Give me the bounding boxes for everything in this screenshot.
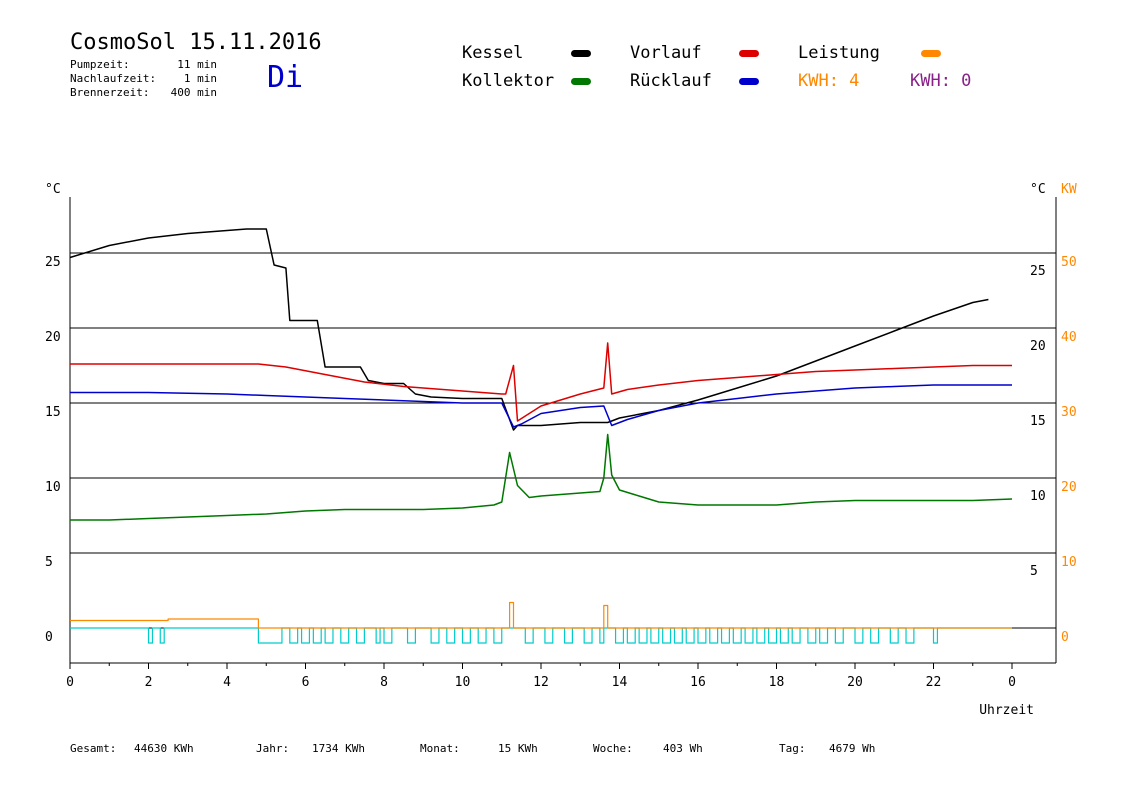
- legend-kessel-swatch: [571, 50, 591, 57]
- y-right-power-tick-label: 10: [1061, 555, 1077, 570]
- legend-leistung-swatch: [921, 50, 941, 57]
- footer-woche-value: 403 Wh: [663, 742, 703, 755]
- x-tick-label: 14: [612, 675, 628, 690]
- param-nachlaufzeit-value: 1 min: [183, 72, 217, 85]
- x-tick-label: 6: [302, 675, 310, 690]
- legend-ruecklauf-swatch: [739, 78, 759, 85]
- param-brennerzeit-value: 400 min: [170, 86, 217, 99]
- legend-kessel-label: Kessel: [462, 43, 524, 63]
- footer-woche-label: Woche:: [593, 742, 633, 755]
- param-nachlaufzeit-label: Nachlaufzeit:: [70, 72, 157, 85]
- y-right-temp-tick-label: 15: [1030, 414, 1046, 429]
- legend-kollektor-swatch: [571, 78, 591, 85]
- series-line-vorlauf: [70, 342, 1012, 422]
- footer-jahr-value: 1734 KWh: [312, 742, 365, 755]
- y-right-temp-tick-label: 20: [1030, 339, 1046, 354]
- series-line-leistung: [70, 601, 1012, 629]
- weekday-label: Di: [267, 60, 304, 95]
- legend-kollektor-label: Kollektor: [462, 71, 555, 91]
- x-tick-label: 20: [847, 675, 863, 690]
- footer-jahr-label: Jahr:: [256, 742, 290, 755]
- series-line-kessel: [69, 228, 989, 431]
- chart-title: CosmoSol 15.11.2016: [70, 30, 322, 55]
- y-right-power-tick-label: 0: [1061, 630, 1069, 645]
- y-right-temp-unit-label: °C: [1030, 182, 1046, 197]
- footer-gesamt-value: 44630 KWh: [134, 742, 194, 755]
- y-right-power-tick-label: 50: [1061, 255, 1077, 270]
- series-line-kollektor: [70, 433, 1013, 521]
- param-pumpzeit-label: Pumpzeit:: [70, 58, 130, 71]
- x-tick-label: 4: [223, 675, 231, 690]
- y-left-tick-label: 5: [45, 555, 53, 570]
- y-right-temp-tick-label: 25: [1030, 264, 1046, 279]
- footer-monat-value: 15 KWh: [498, 742, 538, 755]
- param-pumpzeit-value: 11 min: [177, 58, 217, 71]
- legend-kwh-2: KWH: 0: [910, 71, 972, 91]
- legend-kwh-1: KWH: 4: [798, 71, 860, 91]
- y-right-power-tick-label: 40: [1061, 330, 1077, 345]
- x-tick-label: 16: [690, 675, 706, 690]
- y-left-tick-label: 20: [45, 330, 61, 345]
- x-tick-label: 0: [66, 675, 74, 690]
- footer-gesamt-label: Gesamt:: [70, 742, 117, 755]
- y-left-tick-label: 25: [45, 255, 61, 270]
- x-tick-label: 0: [1008, 675, 1016, 690]
- x-tick-label: 12: [533, 675, 549, 690]
- param-brennerzeit-label: Brennerzeit:: [70, 86, 150, 99]
- y-right-power-tick-label: 30: [1061, 405, 1077, 420]
- pump-indicator-line: [70, 627, 1012, 644]
- legend-leistung-label: Leistung: [798, 43, 880, 63]
- footer-tag-label: Tag:: [779, 742, 806, 755]
- x-tick-label: 2: [145, 675, 153, 690]
- y-left-unit-label: °C: [45, 182, 61, 197]
- y-left-tick-label: 0: [45, 630, 53, 645]
- x-tick-label: 18: [769, 675, 785, 690]
- y-left-tick-label: 10: [45, 480, 61, 495]
- x-axis-label: Uhrzeit: [979, 703, 1034, 718]
- x-tick-label: 22: [926, 675, 942, 690]
- x-tick-label: 8: [380, 675, 388, 690]
- y-left-tick-label: 15: [45, 405, 61, 420]
- footer-tag-value: 4679 Wh: [829, 742, 876, 755]
- footer-monat-label: Monat:: [420, 742, 460, 755]
- series-line-ruecklauf: [70, 384, 1012, 428]
- y-right-power-tick-label: 20: [1061, 480, 1077, 495]
- legend-vorlauf-label: Vorlauf: [630, 43, 702, 63]
- x-tick-label: 10: [455, 675, 471, 690]
- y-right-power-unit-label: KW: [1061, 182, 1077, 197]
- legend-ruecklauf-label: Rücklauf: [630, 71, 712, 91]
- y-right-temp-tick-label: 5: [1030, 564, 1038, 579]
- y-right-temp-tick-label: 10: [1030, 489, 1046, 504]
- legend-vorlauf-swatch: [739, 50, 759, 57]
